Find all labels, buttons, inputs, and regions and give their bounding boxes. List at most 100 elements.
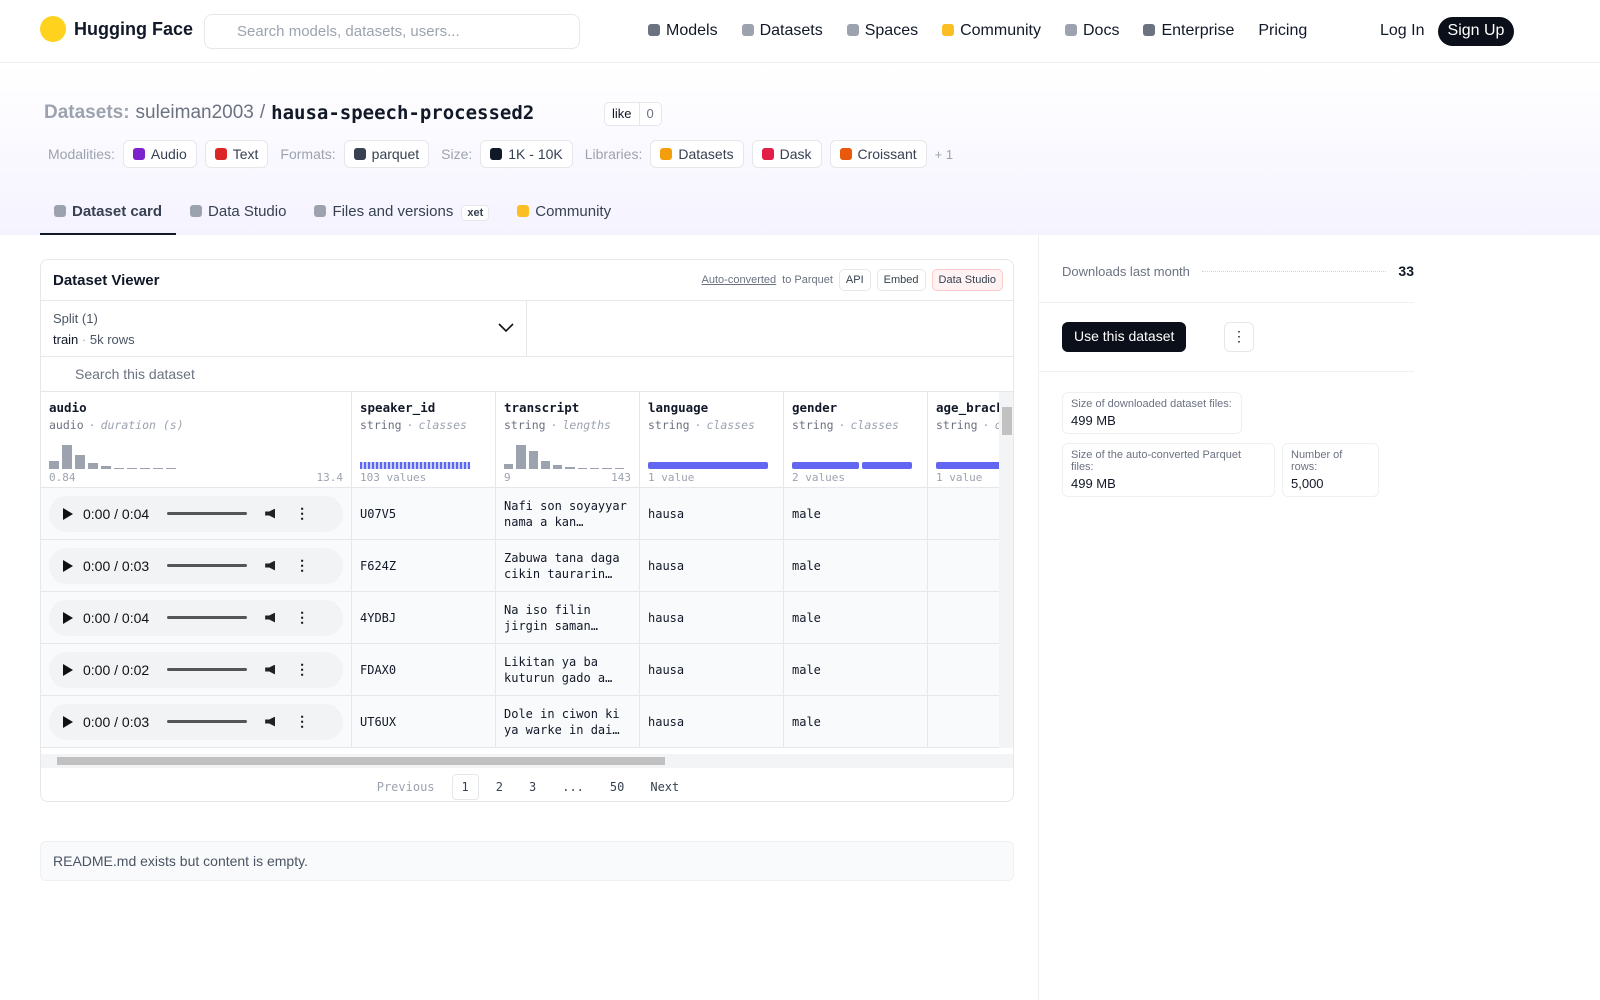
column-header[interactable]: transcript string · lengths 9 143: [496, 392, 640, 488]
tab-text: Dataset card: [72, 203, 163, 220]
split-select[interactable]: Split (1) train · 5k rows: [41, 300, 527, 356]
nav-link[interactable]: Enterprise: [1143, 22, 1234, 40]
column-name: age_brack: [936, 400, 999, 415]
tag-chip[interactable]: Croissant: [829, 140, 927, 168]
page[interactable]: 2: [495, 779, 503, 794]
menu[interactable]: ⋮: [295, 609, 310, 625]
audio-player[interactable]: 0:00 / 0:04 ⋮: [49, 495, 343, 532]
progress[interactable]: [167, 720, 248, 723]
nav-link[interactable]: Spaces: [846, 22, 918, 40]
auto-converted[interactable]: Auto-converted: [701, 274, 777, 286]
table-cell: male: [784, 488, 928, 540]
play-button[interactable]: [63, 507, 73, 520]
audio-player[interactable]: 0:00 / 0:04 ⋮: [49, 599, 343, 636]
next[interactable]: Next: [650, 779, 680, 794]
volume[interactable]: [265, 560, 276, 571]
like-count: 0: [638, 103, 661, 125]
progress[interactable]: [167, 616, 248, 619]
more-tags[interactable]: + 1: [934, 146, 954, 162]
tag-text: Dask: [779, 146, 812, 162]
page[interactable]: 3: [528, 779, 537, 794]
nav-link[interactable]: Community: [942, 22, 1041, 40]
api-button[interactable]: API: [838, 269, 871, 291]
nav-link-text: Community: [960, 22, 1041, 39]
icon: [846, 24, 859, 36]
nav-link[interactable]: Models: [648, 22, 718, 40]
volume[interactable]: [265, 612, 276, 623]
menu[interactable]: ⋮: [295, 661, 310, 677]
play-button[interactable]: [63, 559, 73, 572]
tag-chip[interactable]: Dask: [751, 140, 822, 168]
progress[interactable]: [167, 668, 248, 671]
audio-player[interactable]: 0:00 / 0:03 ⋮: [49, 547, 343, 584]
column-header[interactable]: speaker_id string · classes 103 values: [352, 392, 496, 488]
cell-text: Zabuwa tana daga cikin taurarin…: [504, 550, 620, 581]
section[interactable]: Datasets:: [44, 102, 130, 123]
type: audio: [49, 418, 84, 432]
column-header[interactable]: language string · classes 1 value: [640, 392, 784, 488]
progress[interactable]: [167, 564, 248, 567]
dataset-viewer: Dataset Viewer Auto-converted to Parquet…: [40, 259, 1014, 802]
menu[interactable]: ⋮: [295, 713, 310, 729]
stat-value: 499 MB: [1071, 476, 1116, 491]
audio-player[interactable]: 0:00 / 0:03 ⋮: [49, 703, 343, 740]
column-header[interactable]: audio audio · duration (s) 0.84 13.4: [41, 392, 352, 488]
play-button[interactable]: [63, 611, 73, 624]
nav-link[interactable]: Pricing: [1258, 22, 1307, 40]
nav-link[interactable]: Docs: [1065, 22, 1119, 40]
column-footer: 1 value: [936, 471, 983, 484]
hist-bar: [614, 468, 624, 469]
page[interactable]: ...: [562, 779, 584, 794]
progress[interactable]: [167, 512, 248, 515]
split-spacer: [527, 300, 1013, 356]
table-cell: 0:00 / 0:04 ⋮: [41, 592, 352, 644]
login[interactable]: Log In: [1380, 22, 1425, 39]
table-cell: Nafi son soyayyar nama a kan…: [496, 488, 640, 540]
data-studio-button[interactable]: Data Studio: [931, 269, 1003, 291]
page[interactable]: 1: [451, 773, 479, 800]
volume[interactable]: [265, 716, 276, 727]
embed-button[interactable]: Embed: [876, 269, 926, 291]
tag-chip[interactable]: parquet: [343, 140, 430, 168]
column-footer: 13.4: [316, 471, 344, 484]
dataset-search[interactable]: Search this dataset: [41, 356, 1013, 392]
stat: classes: [418, 418, 467, 432]
dataset-name[interactable]: hausa-speech-processed2: [271, 102, 535, 124]
stat-value: 5,000: [1291, 476, 1324, 491]
mini-viz: [360, 443, 480, 469]
use-dataset-button[interactable]: Use this dataset: [1062, 322, 1187, 352]
table-cell: 0:00 / 0:02 ⋮: [41, 644, 352, 696]
like-button[interactable]: like 0: [604, 102, 662, 126]
page[interactable]: 50: [609, 779, 625, 794]
table-cell: U07V5: [352, 488, 496, 540]
more-button[interactable]: ⋮: [1224, 322, 1254, 352]
table-cell: Na iso filin jirgin saman…: [496, 592, 640, 644]
volume[interactable]: [265, 664, 276, 675]
tab[interactable]: Community: [503, 196, 625, 235]
owner[interactable]: suleiman2003: [135, 102, 254, 123]
search-box[interactable]: Search models, datasets, users...: [204, 14, 580, 49]
volume[interactable]: [265, 508, 276, 519]
nav-link[interactable]: Datasets: [741, 22, 823, 40]
tag-chip[interactable]: Text: [204, 140, 269, 168]
tab[interactable]: Files and versions xet: [300, 196, 503, 235]
audio-player[interactable]: 0:00 / 0:02 ⋮: [49, 651, 343, 688]
table-cell: [928, 644, 999, 696]
tag-chip[interactable]: Audio: [122, 140, 197, 168]
tab[interactable]: Data Studio: [176, 196, 300, 235]
column-header[interactable]: gender string · classes 2 values: [784, 392, 928, 488]
previous[interactable]: Previous: [376, 779, 435, 794]
menu[interactable]: ⋮: [295, 505, 310, 521]
tab[interactable]: Dataset card: [40, 196, 177, 235]
brand[interactable]: Hugging Face: [40, 16, 193, 42]
hist-bar: [62, 445, 72, 469]
tag-chip[interactable]: Datasets: [650, 140, 744, 168]
play-button[interactable]: [63, 715, 73, 728]
audio-time: 0:00 / 0:03: [83, 713, 150, 730]
tag-chip[interactable]: 1K - 10K: [480, 140, 573, 168]
dataset-title: Datasets: suleiman2003 / hausa-speech-pr…: [44, 102, 534, 124]
menu[interactable]: ⋮: [295, 557, 310, 573]
play-button[interactable]: [63, 663, 73, 676]
signup[interactable]: Sign Up: [1438, 17, 1514, 46]
